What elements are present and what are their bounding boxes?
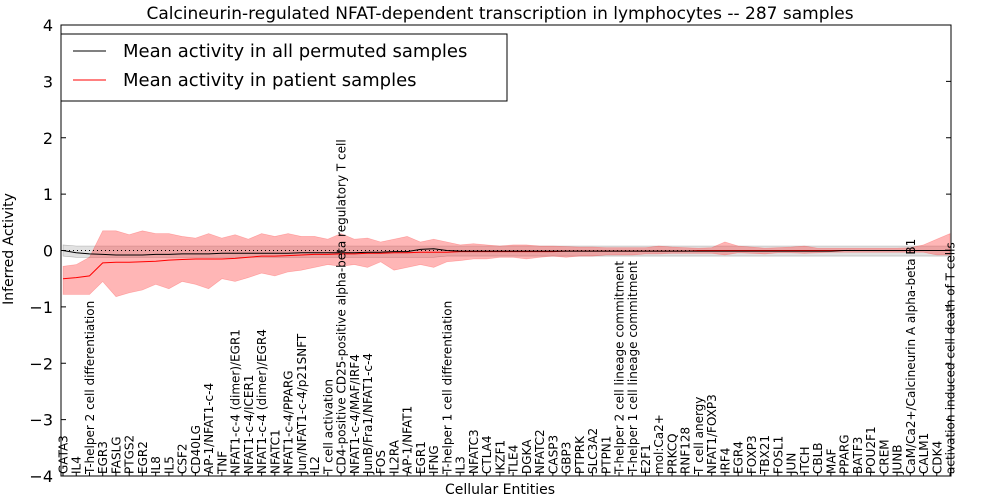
x-tick-label: IL2RA	[388, 439, 402, 474]
x-tick-label: NFATC1	[268, 429, 282, 474]
x-tick-label: NFAT1-c-4 (dimer)/EGR1	[229, 329, 243, 474]
x-tick-label: AP-1/NFAT1-c-4	[202, 383, 216, 474]
x-tick-label: PTPRK	[573, 435, 587, 474]
x-tick-label: IFNG	[427, 445, 441, 474]
x-tick-label: CBLB	[811, 442, 825, 474]
x-tick-label: ITCH	[798, 446, 812, 474]
x-tick-label: RNF128	[679, 427, 693, 474]
x-tick-label: CALM1	[917, 433, 931, 474]
x-tick-label: NFAT1-c-4 (dimer)/EGR4	[255, 329, 269, 474]
y-tick-label: −1	[29, 298, 53, 317]
x-tick-label: IL5	[162, 456, 176, 474]
x-tick-label: SLC3A2	[586, 428, 600, 474]
x-tick-label: JunB/Fra1/NFAT1-c-4	[361, 353, 375, 475]
x-axis: GATA3 IL4 T-helper 2 cell differentiation E…	[57, 139, 958, 476]
y-axis: −4 −3 −2 −1 0 1 2 3 4	[29, 16, 951, 486]
x-tick-label: IL8	[149, 456, 163, 474]
x-tick-label: NFAT1-c-4/MAF/IRF4	[348, 354, 362, 474]
x-tick-label: T cell anergy	[692, 397, 706, 475]
x-tick-label: EGR3	[96, 441, 110, 474]
x-tick-label: GBP3	[560, 442, 574, 474]
x-tick-label: EGR2	[136, 441, 150, 474]
x-tick-label: CDK4	[930, 441, 944, 474]
x-tick-label: CSF2	[176, 443, 190, 474]
y-tick-label: 1	[43, 185, 53, 204]
legend: Mean activity in all permuted samples Me…	[60, 33, 508, 102]
legend-box	[60, 33, 508, 102]
x-tick-label: CREM	[877, 439, 891, 474]
x-tick-label: FASLG	[110, 436, 124, 474]
x-axis-label: Cellular Entities	[445, 482, 555, 498]
x-tick-label: IKZF1	[493, 440, 507, 474]
x-tick-label: T cell activation	[321, 379, 335, 475]
x-tick-label: PRKCQ	[666, 433, 680, 474]
series-line-0	[62, 248, 950, 256]
x-tick-label: T-helper 2 cell differentiation	[83, 301, 97, 475]
x-tick-label: NFATC3	[467, 429, 481, 474]
x-tick-label: IRF4	[718, 448, 732, 474]
x-tick-label: EGR1	[414, 441, 428, 474]
y-tick-label: −4	[29, 467, 53, 486]
x-tick-label: TNF	[215, 451, 229, 475]
y-tick-label: −2	[29, 354, 53, 373]
x-tick-label: T-helper 2 cell lineage commitment	[613, 261, 627, 475]
x-tick-label: AP-1/NFAT1	[401, 406, 415, 474]
x-tick-label: T-helper 1 cell differentiation	[440, 301, 454, 475]
chart-title: Calcineurin-regulated NFAT-dependent tra…	[146, 4, 853, 24]
x-tick-label: CD4-positive CD25-positive alpha-beta re…	[335, 139, 349, 474]
x-tick-label: CD40LG	[189, 425, 203, 474]
x-tick-label: NFAT1-c-4/ICER1	[242, 375, 256, 474]
y-tick-label: 4	[43, 16, 53, 35]
x-tick-label: JUNB	[891, 444, 905, 475]
x-tick-label: MAF	[824, 448, 838, 474]
series-lines	[62, 248, 950, 280]
band-series-1	[62, 230, 951, 298]
x-tick-label: Jun/NFAT1-c-4/p21SNFT	[295, 333, 309, 475]
x-tick-label: NFAT1/FOXP3	[705, 394, 719, 474]
x-tick-label: TLE4	[507, 445, 521, 475]
x-tick-label: CTLA4	[480, 435, 494, 474]
x-tick-label: NFATC2	[533, 429, 547, 474]
x-tick-label: BATF3	[851, 437, 865, 474]
x-tick-label: NFAT1-c-4/PPARG	[282, 370, 296, 474]
legend-label-permuted: Mean activity in all permuted samples	[123, 41, 467, 62]
x-tick-label: FOS	[374, 450, 388, 474]
x-tick-label: FOSL1	[771, 436, 785, 474]
y-tick-label: 2	[43, 129, 53, 148]
y-tick-label: −3	[29, 411, 53, 430]
x-tick-label: TBX21	[758, 435, 772, 475]
x-tick-label: CaM/Ca2+/Calcineurin A alpha-beta B1	[904, 239, 918, 474]
x-tick-label: FOXP3	[745, 435, 759, 474]
x-tick-label: POU2F1	[864, 426, 878, 474]
x-tick-label: DGKA	[520, 439, 534, 474]
x-tick-label: JUN	[785, 453, 799, 475]
x-tick-label: activation-induced cell death of T cells	[944, 242, 958, 474]
x-tick-label: E2F1	[639, 444, 653, 474]
x-tick-label: CASP3	[546, 435, 560, 474]
y-axis-label: Inferred Activity	[1, 193, 17, 305]
x-tick-label: mol:Ca2+	[652, 414, 666, 474]
x-tick-label: IL2	[308, 456, 322, 474]
x-tick-label: IL3	[454, 456, 468, 474]
x-tick-label: PPARG	[838, 434, 852, 474]
y-tick-label: 3	[43, 72, 53, 91]
x-tick-label: GATA3	[57, 435, 71, 474]
y-tick-label: 0	[43, 242, 53, 261]
legend-label-patient: Mean activity in patient samples	[123, 70, 417, 91]
x-tick-label: IL4	[70, 456, 84, 474]
x-tick-label: PTPN1	[599, 436, 613, 474]
x-tick-label: EGR4	[732, 441, 746, 474]
x-tick-label: T-helper 1 cell lineage commitment	[626, 261, 640, 475]
x-tick-label: PTGS2	[123, 435, 137, 474]
